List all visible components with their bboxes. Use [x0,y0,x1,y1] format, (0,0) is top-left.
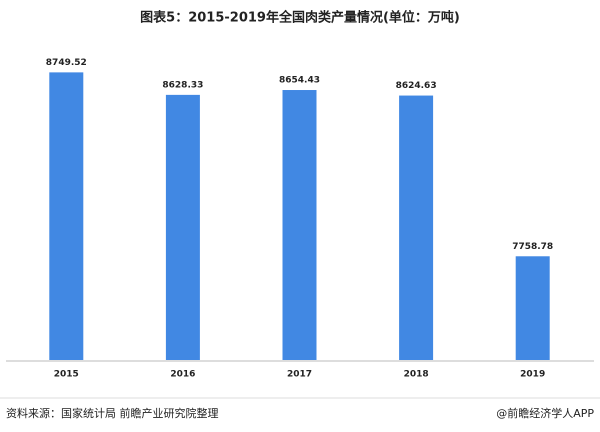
bar [49,72,84,360]
x-tick-label: 2016 [170,370,195,380]
bar [399,95,434,361]
value-label: 8654.43 [279,76,320,86]
credit: @前瞻经济学人APP [496,406,594,420]
bar [282,90,317,361]
value-label: 8624.63 [396,81,437,91]
bar [165,94,200,360]
x-tick-label: 2015 [54,370,79,380]
x-tick-label: 2019 [520,370,545,380]
source-note: 资料来源：国家统计局 前瞻产业研究院整理 [6,406,219,420]
x-tick-label: 2017 [287,370,312,380]
value-label: 8749.52 [46,58,87,68]
value-label: 7758.78 [512,242,553,252]
x-tick-label: 2018 [404,370,429,380]
value-label: 8628.33 [162,80,203,90]
bar [515,256,550,360]
chart-title: 图表5：2015-2019年全国肉类产量情况(单位：万吨) [140,10,460,26]
